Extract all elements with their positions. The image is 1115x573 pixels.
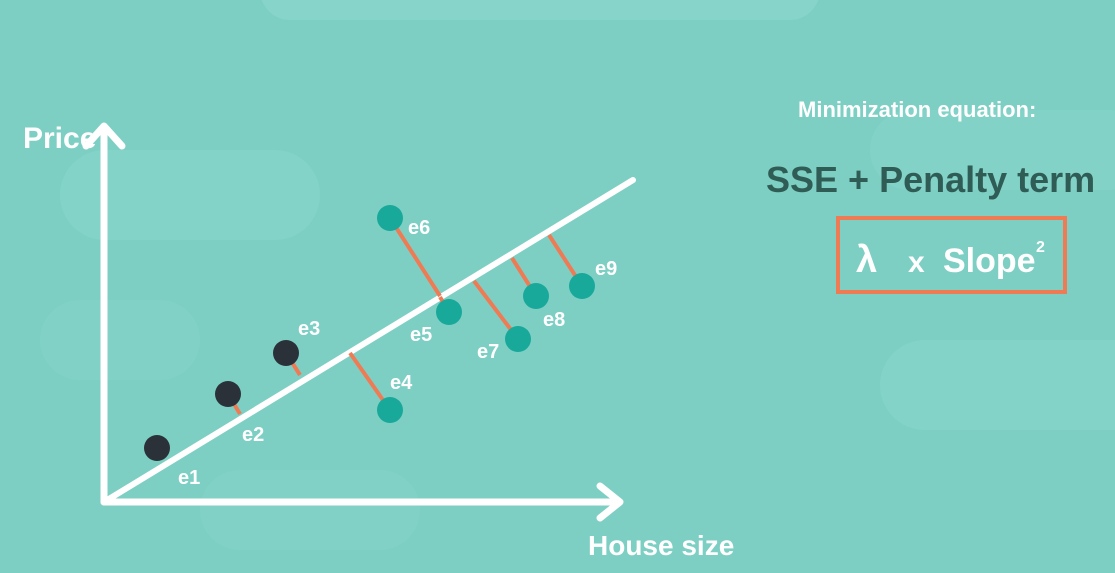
equation-panel: Minimization equation: SSE + Penalty ter… <box>766 97 1095 294</box>
slope-word: Slope <box>943 242 1036 280</box>
x-axis-label: House size <box>588 530 734 561</box>
panel-heading: Minimization equation: <box>798 97 1036 122</box>
point-e9 <box>569 273 595 299</box>
point-e5 <box>436 299 462 325</box>
times-symbol: x <box>908 246 925 279</box>
point-e8 <box>523 283 549 309</box>
y-axis-arrowhead <box>82 122 126 150</box>
label-e9: e9 <box>595 258 617 280</box>
point-e2 <box>215 381 241 407</box>
residual-e6 <box>388 216 442 298</box>
label-e8: e8 <box>543 309 565 331</box>
background-shapes <box>40 0 1115 550</box>
regression-line <box>101 177 636 505</box>
label-e5: e5 <box>410 324 432 346</box>
label-e4: e4 <box>390 372 413 394</box>
point-e7 <box>505 326 531 352</box>
point-e3 <box>273 340 299 366</box>
slope-exponent: 2 <box>1036 239 1045 256</box>
y-axis-label: Price <box>23 122 96 155</box>
axes <box>82 122 624 522</box>
point-labels: e1 e2 e3 e4 e5 e6 e7 e8 e9 <box>178 217 617 489</box>
label-e1: e1 <box>178 467 200 489</box>
point-e6 <box>377 205 403 231</box>
x-axis-arrowhead <box>596 482 624 522</box>
label-e2: e2 <box>242 424 264 446</box>
label-e7: e7 <box>477 341 499 363</box>
penalty-box <box>836 216 1067 294</box>
point-e1 <box>144 435 170 461</box>
lambda-symbol: λ <box>856 239 877 281</box>
label-e6: e6 <box>408 217 430 239</box>
point-e4 <box>377 397 403 423</box>
equation-text: SSE + Penalty term <box>766 159 1095 200</box>
points <box>144 205 595 461</box>
label-e3: e3 <box>298 318 320 340</box>
